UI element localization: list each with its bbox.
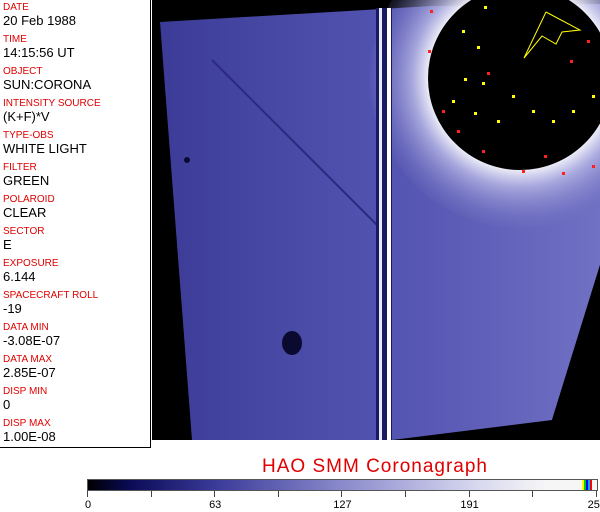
colorbar-tick bbox=[532, 491, 534, 497]
colorbar-tick-label: 63 bbox=[209, 499, 222, 511]
metadata-panel: DATE 20 Feb 1988 TIME 14:15:56 UT OBJECT SUN:… bbox=[0, 0, 151, 448]
field-label: INTENSITY SOURCE bbox=[3, 98, 101, 109]
field-value: SUN:CORONA bbox=[3, 77, 92, 92]
field-value: (K+F)*V bbox=[3, 109, 50, 124]
field-label: DATA MAX bbox=[3, 354, 53, 365]
field-value: 6.144 bbox=[3, 269, 36, 284]
field-label: SECTOR bbox=[3, 226, 45, 237]
field-label: TYPE-OBS bbox=[3, 130, 54, 141]
field-value: -19 bbox=[3, 301, 22, 316]
field-value: 1.00E-08 bbox=[3, 429, 56, 444]
pylon-shadow bbox=[211, 59, 378, 226]
yellow-markers bbox=[452, 6, 595, 123]
field-value: 0 bbox=[3, 397, 11, 412]
colorbar bbox=[87, 479, 598, 491]
field-value: -3.08E-07 bbox=[3, 333, 61, 348]
polygon-marker bbox=[523, 11, 582, 59]
field-value: WHITE LIGHT bbox=[3, 141, 87, 156]
colorbar-tick bbox=[214, 491, 216, 497]
coronagraph-image bbox=[152, 0, 600, 440]
field-label: FILTER bbox=[3, 162, 37, 173]
colorbar-tick bbox=[277, 491, 279, 497]
dark-spot bbox=[282, 331, 302, 355]
field-label: DATA MIN bbox=[3, 322, 49, 333]
colorbar-tick bbox=[468, 491, 470, 497]
field-value: 14:15:56 UT bbox=[3, 45, 75, 60]
field-label: DISP MAX bbox=[3, 418, 51, 429]
colorbar-tick-label: 0 bbox=[84, 499, 92, 511]
field-value: 20 Feb 1988 bbox=[3, 13, 77, 28]
field-value: GREEN bbox=[3, 173, 50, 188]
field-label: SPACECRAFT ROLL bbox=[3, 290, 99, 301]
field-value: 2.85E-07 bbox=[3, 365, 56, 380]
field-label: DATE bbox=[3, 2, 29, 13]
colorbar-tick-label: 255 bbox=[587, 499, 600, 511]
field-label: EXPOSURE bbox=[3, 258, 59, 269]
colorbar-tick bbox=[405, 491, 406, 497]
colorbar-tick bbox=[595, 491, 597, 497]
field-value: E bbox=[3, 237, 12, 252]
colorbar-tick bbox=[150, 491, 152, 497]
colorbar-tick bbox=[341, 491, 343, 497]
colorbar-tick-label: 127 bbox=[333, 499, 352, 511]
plot-title: HAO SMM Coronagraph bbox=[262, 456, 488, 477]
field-label: TIME bbox=[3, 34, 27, 45]
colorbar-tick-label: 191 bbox=[460, 499, 479, 511]
field-label: DISP MIN bbox=[3, 386, 48, 397]
red-markers bbox=[428, 10, 595, 175]
coronagraph-svg bbox=[152, 0, 600, 440]
colorbar-tick bbox=[87, 491, 88, 497]
field-label: POLAROID bbox=[3, 194, 55, 205]
field-value: CLEAR bbox=[3, 205, 47, 220]
field-label: OBJECT bbox=[3, 66, 43, 77]
